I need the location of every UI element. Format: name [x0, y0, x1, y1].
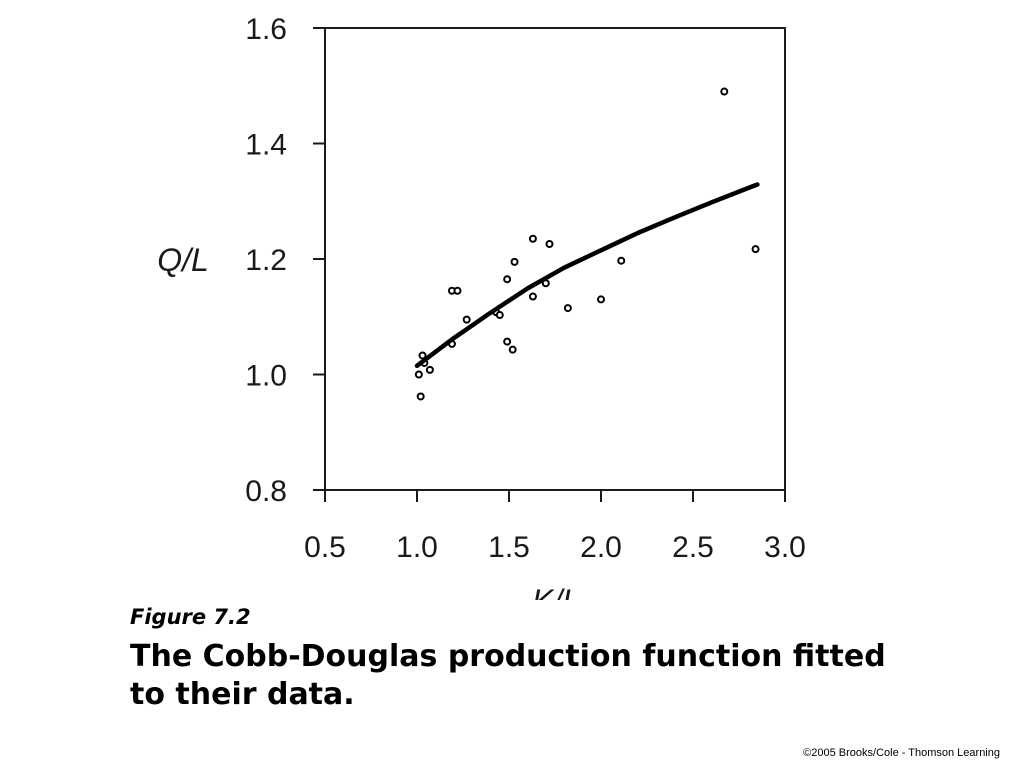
y-tick-label: 0.8	[245, 475, 287, 508]
x-tick-label: 2.5	[672, 531, 714, 564]
x-tick-label: 2.0	[580, 531, 622, 564]
x-axis-label: K/L	[532, 583, 580, 600]
cobb-douglas-chart: 0.8 1.0 1.2 1.4 1.6 0.5 1.0 1.5 2.0 2.5 3.0 K/L Q/…	[157, 13, 806, 600]
data-point	[495, 311, 504, 320]
tick-labels: 0.8 1.0 1.2 1.4 1.6 0.5 1.0 1.5 2.0 2.5 3.0	[245, 13, 806, 564]
data-point	[751, 245, 760, 254]
data-point	[563, 304, 572, 313]
data-point	[617, 256, 626, 265]
data-point	[414, 370, 423, 379]
data-point	[545, 239, 554, 248]
x-tick-label: 0.5	[304, 531, 346, 564]
fitted-curve	[414, 182, 760, 369]
y-tick-label: 1.6	[245, 13, 287, 46]
data-point	[528, 292, 537, 301]
figure-title: The Cobb-Douglas production function fit…	[130, 639, 886, 712]
data-point	[597, 295, 605, 304]
data-point	[508, 345, 517, 354]
copyright-credit: ©2005 Brooks/Cole - Thomson Learning	[803, 747, 1000, 759]
data-point	[418, 351, 427, 360]
data-point	[528, 234, 537, 243]
data-point	[720, 87, 729, 96]
plot-frame	[324, 27, 786, 491]
data-point	[453, 286, 462, 295]
data-point	[416, 392, 425, 401]
y-axis-label: Q/L	[157, 242, 209, 278]
data-point	[503, 275, 512, 284]
y-tick-label: 1.0	[245, 360, 287, 393]
data-point	[425, 365, 434, 374]
x-tick-label: 1.5	[488, 531, 530, 564]
x-tick-label: 3.0	[764, 531, 806, 564]
x-tick-label: 1.0	[396, 531, 438, 564]
axes	[313, 27, 786, 502]
y-tick-label: 1.4	[245, 129, 287, 162]
data-point	[510, 257, 519, 266]
data-point	[503, 337, 512, 346]
y-tick-label: 1.2	[245, 244, 287, 277]
data-series	[414, 87, 760, 401]
figure-label: Figure 7.2	[130, 605, 251, 629]
data-point	[462, 315, 471, 324]
